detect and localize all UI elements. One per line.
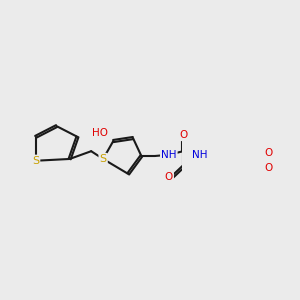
Text: O: O bbox=[179, 130, 187, 140]
Text: S: S bbox=[32, 156, 39, 166]
Text: NH: NH bbox=[192, 150, 208, 160]
Text: O: O bbox=[165, 172, 173, 182]
Text: O: O bbox=[265, 148, 273, 158]
Text: S: S bbox=[100, 154, 107, 164]
Text: O: O bbox=[265, 163, 273, 173]
Text: NH: NH bbox=[161, 150, 177, 160]
Text: HO: HO bbox=[92, 128, 107, 138]
